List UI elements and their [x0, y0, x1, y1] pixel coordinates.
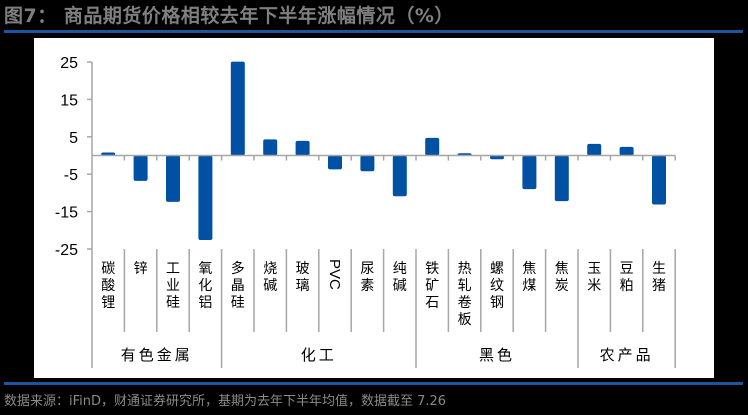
category-label: 氧化铝 [198, 261, 212, 311]
category-label: 热轧卷板 [458, 261, 472, 328]
source-note: 数据来源：iFinD，财通证券研究所，基期为去年下半年均值，数据截至 7.26 [4, 394, 447, 409]
x-axis [92, 154, 676, 368]
y-tick-label: 15 [60, 92, 78, 109]
category-label: 生猪 [652, 261, 666, 294]
category-label: 焦炭 [555, 261, 569, 294]
category-label: 烧碱 [263, 261, 277, 294]
category-label: 纯碱 [393, 261, 407, 294]
y-tick-label: 25 [60, 55, 78, 72]
bar [230, 61, 245, 156]
category-label: 工业硅 [166, 261, 180, 311]
bars [101, 61, 666, 241]
title-divider [4, 30, 743, 33]
category-label: 豆粕 [620, 261, 634, 294]
y-tick-label: -5 [64, 167, 78, 184]
bar [295, 140, 310, 156]
group-label: 黑色 [479, 346, 515, 364]
bar [425, 137, 440, 156]
bar [554, 155, 569, 202]
bar [619, 146, 634, 156]
category-label: 玉米 [587, 261, 601, 294]
category-label: 螺纹钢 [490, 261, 504, 311]
bar [166, 155, 180, 202]
bar [490, 155, 504, 160]
chart-area: 25 15 5 -5 -15 -25 碳酸锂 锌 工业硅 氧化铝 多晶硅 烧碱 玻璃 PVC 尿素 纯碱 铁矿… [34, 38, 714, 378]
y-tick-label: -15 [55, 205, 78, 222]
category-label: 焦煤 [522, 261, 536, 294]
bar [360, 155, 375, 172]
footer-divider [4, 382, 743, 385]
chart-title: 图7： 商品期货价格相较去年下半年涨幅情况（%） [4, 5, 454, 27]
group-label: 农产品 [600, 346, 654, 364]
bar [652, 155, 666, 205]
y-axis: 25 15 5 -5 -15 -25 [55, 55, 93, 368]
category-label: 锌 [134, 261, 148, 277]
bar [198, 155, 213, 241]
bar [328, 155, 342, 170]
group-label: 有色金属 [121, 346, 193, 364]
group-label: 化工 [301, 346, 337, 364]
bar [587, 143, 602, 156]
category-label: 铁矿石 [425, 261, 439, 311]
category-label: PVC [326, 259, 343, 290]
category-label: 玻璃 [296, 261, 310, 294]
bar [392, 155, 407, 197]
y-tick-label: -25 [55, 242, 78, 259]
bar [263, 139, 278, 156]
category-label: 多晶硅 [231, 260, 245, 311]
group-labels: 有色金属 化工 黑色 农产品 [121, 346, 654, 364]
bar [522, 155, 537, 190]
y-tick-label: 5 [69, 130, 78, 147]
category-label: 碳酸锂 [101, 261, 115, 311]
bar [133, 155, 148, 181]
category-label: 尿素 [360, 261, 374, 294]
